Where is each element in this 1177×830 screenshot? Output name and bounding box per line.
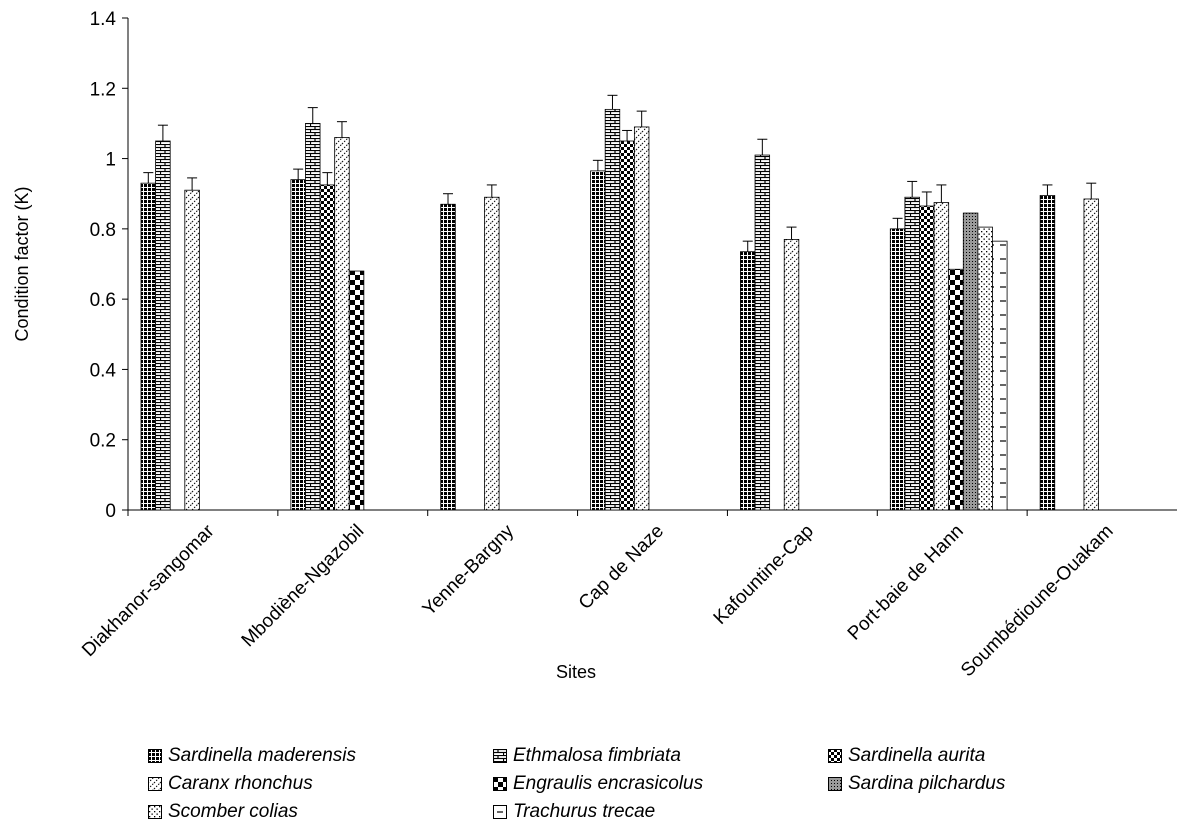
x-tick-label: Kafountine-Cap	[710, 521, 818, 629]
bar	[962, 212, 979, 511]
legend-swatch	[493, 777, 507, 791]
x-tick-label: Port-baie de Hann	[844, 521, 968, 645]
bar	[290, 179, 306, 511]
bar	[484, 196, 500, 511]
legend-swatch	[828, 749, 842, 763]
y-tick-label: 0	[105, 501, 116, 522]
bar	[184, 189, 200, 511]
bar	[633, 126, 650, 511]
legend-item: Engraulis encrasicolus	[493, 771, 828, 797]
bar	[334, 137, 350, 511]
bar	[1039, 195, 1056, 511]
legend-swatch	[493, 805, 507, 819]
y-tick-label: 0.4	[90, 360, 117, 381]
bar	[889, 228, 906, 511]
y-tick-label: 0.2	[90, 431, 116, 452]
bar	[992, 240, 1008, 511]
bar	[933, 202, 950, 511]
legend-swatch-rect	[148, 749, 162, 763]
legend-swatch	[148, 749, 162, 763]
legend-label: Sardinella maderensis	[168, 745, 356, 766]
bar	[754, 154, 771, 511]
bar	[348, 270, 365, 511]
legend-item: Caranx rhonchus	[148, 771, 493, 797]
x-tick-label: Yenne-Bargny	[419, 520, 519, 620]
legend-swatch-rect	[148, 777, 162, 791]
x-tick-label: Diakhanor-sangomar	[78, 520, 219, 661]
legend-swatch-rect	[493, 777, 507, 791]
x-tick-label: Cap de Naze	[575, 521, 668, 614]
bar	[1083, 198, 1099, 511]
legend-swatch-rect	[148, 805, 162, 819]
bar	[140, 182, 157, 511]
legend-item: Sardinella maderensis	[148, 743, 493, 769]
bar	[155, 140, 171, 511]
legend-item: Scomber colias	[148, 799, 493, 825]
bar	[305, 123, 321, 511]
bar	[948, 268, 964, 511]
legend-label: Sardinella aurita	[848, 745, 986, 766]
legend-item: Sardinella aurita	[828, 743, 1158, 769]
legend-label: Trachurus trecae	[513, 801, 656, 822]
legend: Sardinella maderensis Ethmalosa fimbriata…	[148, 743, 1158, 825]
y-axis: 0 0.2 0.4 0.6 0.8 1 1.2 1.4	[90, 9, 129, 522]
legend-swatch-rect	[828, 777, 842, 791]
condition-factor-chart: 0 0.2 0.4 0.6 0.8 1 1.2 1.4 Diakhanor-sangomar M…	[12, 9, 1177, 682]
bars	[140, 108, 1099, 511]
x-tick-label: Mbodiène-Ngazobil	[238, 521, 369, 652]
error-bars	[143, 94, 1097, 252]
bar	[977, 226, 993, 511]
legend-swatch	[148, 777, 162, 791]
bar	[319, 184, 336, 511]
legend-label: Caranx rhonchus	[168, 773, 313, 794]
bar	[740, 251, 756, 511]
legend-swatch-rect	[493, 749, 507, 763]
legend-label: Scomber colias	[168, 801, 298, 822]
legend-swatch-rect	[493, 805, 507, 819]
bar	[619, 140, 635, 511]
y-tick-label: 1.2	[90, 79, 116, 100]
legend-swatch	[493, 749, 507, 763]
legend-swatch	[148, 805, 162, 819]
legend-label: Ethmalosa fimbriata	[513, 745, 681, 766]
x-tick-label: Soumbédioune-Ouakam	[957, 521, 1117, 681]
y-tick-label: 0.8	[90, 220, 116, 241]
legend-swatch	[828, 777, 842, 791]
legend-swatch-rect	[828, 749, 842, 763]
legend-item: Trachurus trecae	[493, 799, 828, 825]
y-tick-label: 1	[105, 150, 116, 171]
bar	[904, 196, 920, 511]
bar	[590, 170, 606, 511]
x-axis-title: Sites	[556, 662, 596, 682]
legend-label: Sardina pilchardus	[848, 773, 1006, 794]
y-axis-title: Condition factor (K)	[12, 186, 32, 341]
x-axis: Diakhanor-sangomar Mbodiène-Ngazobil Yenne…	[78, 509, 1177, 681]
y-tick-label: 1.4	[90, 9, 117, 30]
legend-item: Ethmalosa fimbriata	[493, 743, 828, 769]
bar	[919, 205, 935, 511]
y-tick-label: 0.6	[90, 290, 116, 311]
bar	[440, 203, 456, 511]
bar	[783, 238, 800, 511]
bar	[604, 108, 621, 511]
legend-item: Sardina pilchardus	[828, 771, 1158, 797]
legend-label: Engraulis encrasicolus	[513, 773, 704, 794]
